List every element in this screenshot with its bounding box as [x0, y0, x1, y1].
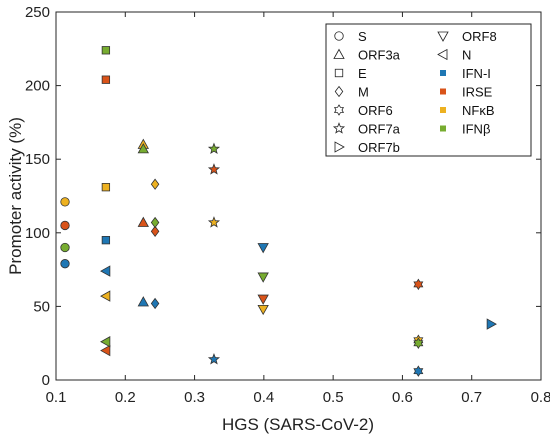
y-tick-label: 50 [33, 298, 50, 315]
point-irse-s [60, 220, 70, 231]
point-irse-orf6 [413, 278, 424, 291]
legend-swatch-2 [440, 107, 446, 113]
legend-swatch-0 [440, 70, 446, 76]
point-ifn-i-orf7b [486, 318, 497, 330]
x-tick-label: 0.5 [323, 389, 344, 406]
point-ifn-i-n [100, 265, 111, 277]
legend-marker-orf6 [334, 104, 344, 116]
legend-label: M [358, 85, 369, 100]
y-tick-label: 150 [25, 151, 50, 168]
point-irse-n [100, 344, 111, 357]
y-axis-title: Promoter activity (%) [6, 117, 25, 275]
x-tick-label: 0.3 [184, 389, 205, 406]
point-nf-b-orf7a [207, 216, 221, 228]
point-ifn-i-m [150, 297, 160, 310]
point-ifn-s [60, 242, 70, 253]
x-tick-label: 0.2 [115, 389, 136, 406]
point-irse-orf8 [257, 294, 269, 305]
point-nf-b-e [101, 183, 111, 192]
legend-marker-orf8 [437, 31, 449, 42]
point-ifn-orf7a [207, 142, 221, 155]
point-ifn-orf6 [413, 337, 424, 349]
legend-marker-orf7a [332, 122, 346, 134]
legend-marker-s [334, 31, 344, 41]
point-ifn-n [100, 336, 111, 348]
legend-label: ORF6 [358, 103, 393, 118]
legend-marker-n [437, 48, 448, 61]
point-irse-m [150, 225, 160, 237]
y-tick-label: 200 [25, 78, 50, 95]
point-ifn-orf3a [137, 143, 149, 154]
legend-label: IRSE [462, 85, 493, 100]
point-ifn-i-orf3a [137, 296, 149, 307]
y-tick-label: 250 [25, 4, 50, 21]
legend-label: ORF7b [358, 140, 400, 155]
legend-swatch-1 [440, 88, 446, 95]
x-tick-label: 0.7 [461, 389, 482, 406]
legend-marker-orf7b [334, 141, 345, 153]
legend-marker-m [334, 85, 344, 98]
legend-label: IFNβ [462, 122, 490, 137]
legend-box [325, 23, 532, 157]
point-nf-b-n [100, 290, 111, 302]
point-irse-orf3a [137, 216, 149, 227]
point-nf-b-m [150, 178, 160, 190]
legend-marker-orf3a [333, 48, 345, 59]
point-ifn-i-s [60, 259, 70, 269]
point-ifn-i-orf7a [207, 353, 221, 365]
point-nf-b-s [60, 197, 70, 207]
x-tick-label: 0.8 [531, 389, 550, 406]
point-irse-e [101, 75, 111, 84]
point-ifn-i-orf6 [413, 365, 424, 377]
point-ifn-e [101, 46, 111, 55]
y-tick-label: 0 [42, 372, 50, 389]
legend-marker-e [334, 68, 344, 78]
legend-label: S [358, 29, 367, 44]
legend-label: N [462, 48, 471, 63]
point-nf-b-orf8 [257, 304, 269, 316]
legend-label: ORF7a [358, 122, 401, 137]
point-ifn-orf8 [257, 272, 269, 283]
legend-label: IFN-I [462, 66, 491, 81]
legend-label: ORF8 [462, 29, 497, 44]
point-ifn-i-e [101, 236, 111, 245]
x-tick-label: 0.6 [392, 389, 413, 406]
data-points [60, 46, 497, 377]
legend-label: NFκB [462, 103, 495, 118]
legend: S ORF3a EM ORF6 ORF7a ORF7b ORF8 N IFN-I IRSE NFκB… [325, 23, 532, 157]
legend-label: ORF3a [358, 48, 401, 63]
point-ifn-i-orf8 [257, 243, 269, 254]
x-tick-label: 0.4 [253, 389, 274, 406]
axis-ticks: 0.1 0.2 0.3 0.4 0.5 0.6 0.7 0.8 0 50 100 150 200 250 [25, 4, 550, 406]
point-ifn-m [150, 216, 160, 229]
x-tick-label: 0.1 [46, 389, 67, 406]
legend-swatch-3 [440, 125, 446, 132]
legend-label: E [358, 66, 367, 81]
point-irse-orf7a [207, 163, 221, 175]
y-tick-label: 100 [25, 225, 50, 242]
x-axis-title: HGS (SARS-CoV-2) [222, 415, 374, 434]
